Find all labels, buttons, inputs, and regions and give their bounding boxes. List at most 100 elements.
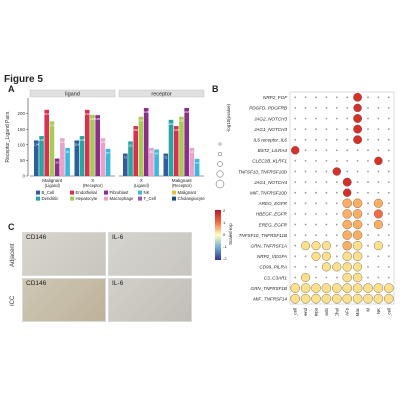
ihc-panel: CD146 IL-6 CD146 IL-6 Adjacent ICC <box>0 222 210 322</box>
bar-value-label: 175 <box>49 123 54 127</box>
dot <box>294 170 297 173</box>
facet-title: receptor <box>151 91 171 97</box>
figure-title: Figure 5 <box>4 74 43 85</box>
bar-value-label: 218 <box>144 110 149 114</box>
dot <box>387 170 390 173</box>
dot <box>356 181 359 183</box>
dot <box>304 234 307 237</box>
color-legend-tick: -1 <box>223 244 227 249</box>
dot <box>373 219 383 229</box>
dot <box>335 213 338 215</box>
bar-value-label: 160 <box>133 128 138 132</box>
dot <box>294 223 297 226</box>
dot <box>352 230 363 240</box>
bar-value-label: 111 <box>128 143 133 147</box>
y-axis-label: Receptor_Ligand Pairs <box>5 111 11 162</box>
dot <box>290 283 300 293</box>
row-label: NRP2_VEGFA <box>257 254 287 259</box>
dot <box>342 188 352 197</box>
bar <box>154 149 159 176</box>
dot <box>315 276 317 279</box>
dot <box>315 191 317 194</box>
dot <box>377 96 380 99</box>
dot <box>304 266 307 268</box>
legend-swatch <box>172 190 176 195</box>
dot <box>387 276 390 279</box>
size-legend-dot <box>215 179 225 189</box>
dot <box>367 191 369 194</box>
dot <box>387 255 390 258</box>
ihc-marker-label: CD146 <box>26 234 47 241</box>
dot <box>325 191 328 194</box>
bar <box>163 153 169 176</box>
dot <box>342 209 352 219</box>
dot <box>377 128 380 130</box>
dot <box>311 241 321 251</box>
color-legend-tick: 1 <box>223 220 226 225</box>
bar-value-label: 72 <box>164 156 168 160</box>
bar <box>143 107 149 176</box>
ihc-marker-label: IL-6 <box>112 234 124 241</box>
dot <box>352 272 363 283</box>
dot <box>367 128 369 130</box>
dot <box>367 255 369 258</box>
row-label: JAG1_NOTCH3 <box>253 127 287 132</box>
dot <box>304 138 307 141</box>
dot <box>311 283 321 293</box>
color-legend-bar <box>215 210 221 260</box>
legend-swatch <box>104 196 108 201</box>
facet-strip <box>118 89 205 98</box>
dot <box>294 191 297 194</box>
dot <box>387 117 390 120</box>
dot <box>325 276 328 279</box>
dot <box>356 170 359 173</box>
dot <box>304 213 307 215</box>
legend-swatch <box>138 190 142 195</box>
dot <box>315 149 317 152</box>
legend-label: T_Cell <box>144 196 156 201</box>
column-label: CAFs <box>345 307 350 316</box>
bar <box>123 153 128 176</box>
dot <box>353 103 362 113</box>
dot <box>304 181 307 183</box>
bar <box>100 138 106 176</box>
legend-label: Cholangiocyte <box>178 196 206 201</box>
dot <box>294 234 297 237</box>
bar-value-label: 55 <box>195 161 199 165</box>
dot <box>346 96 349 99</box>
dot <box>353 135 363 145</box>
bar-value-label: 90 <box>150 150 154 154</box>
row-label: C3_C3AR1 <box>264 275 288 280</box>
dot <box>335 107 338 109</box>
dot <box>335 138 338 141</box>
dot <box>374 156 383 166</box>
dot <box>373 198 383 208</box>
row-label: NRP2_FGF <box>263 95 288 100</box>
dot <box>325 107 328 109</box>
dot <box>321 262 331 272</box>
dot <box>367 202 369 205</box>
dot <box>377 255 380 258</box>
dot <box>387 160 390 162</box>
panel-b-letter: B <box>212 84 219 94</box>
size-legend-dot <box>218 142 222 146</box>
bar-value-label: 114 <box>74 142 79 146</box>
bar-value-label: 212 <box>85 112 90 116</box>
bar-value-label: 121 <box>100 140 105 144</box>
dot <box>387 202 390 205</box>
dot <box>332 283 342 293</box>
dot <box>352 219 363 230</box>
dot <box>352 209 363 219</box>
dot <box>304 96 307 99</box>
x-group-sublabel: (Ligand) <box>45 183 61 188</box>
column-label: Hepa <box>314 307 319 316</box>
legend-label: Hepatocyte <box>76 196 98 201</box>
dot <box>346 170 349 173</box>
bar-value-label: 196 <box>90 117 95 121</box>
dot <box>294 181 297 183</box>
dot <box>367 266 369 268</box>
dot <box>321 241 331 251</box>
dot <box>367 107 369 109</box>
row-label: EREG_EGFR <box>259 222 288 227</box>
legend-label: NK <box>144 190 150 195</box>
